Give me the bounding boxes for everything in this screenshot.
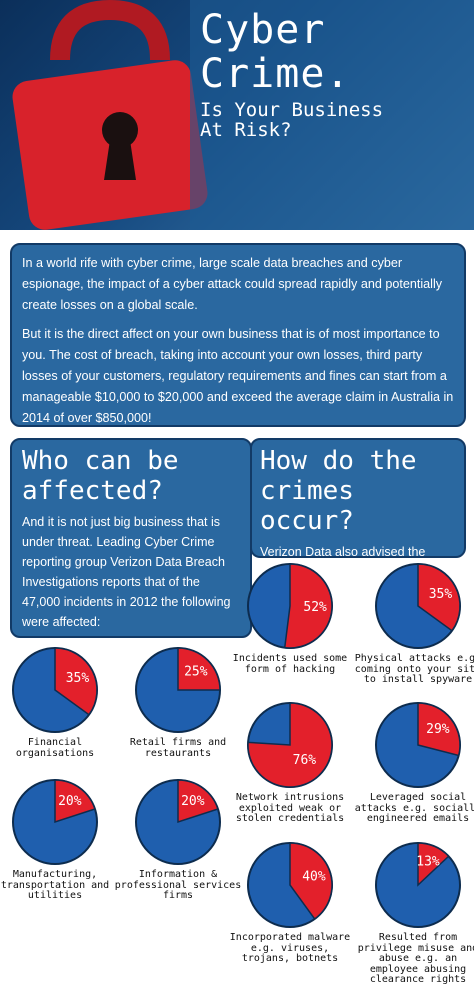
subtitle: Is Your Business At Risk? [200, 99, 384, 141]
pie-caption: Incidents used some form of hacking [232, 653, 348, 675]
heading: Who can be affected? [22, 446, 179, 506]
title-panel [190, 0, 474, 230]
how-box: How do the crimes occur? Verizon Data al… [250, 438, 466, 579]
pie-slice [417, 842, 450, 887]
header-art [12, 0, 474, 230]
pie-chart: 76% [247, 702, 333, 788]
pie-chart: 35% [375, 563, 461, 649]
pie-slice [54, 647, 98, 716]
pie-slice [54, 779, 96, 824]
pie-chart: 20% [135, 779, 221, 865]
value-label: 25% [184, 665, 208, 680]
keyhole [102, 112, 138, 148]
pie-chart: 29% [375, 702, 461, 788]
pie-slice [417, 563, 461, 632]
pie-chart: 52% [247, 563, 333, 649]
pie-caption: Financial organisations [15, 737, 95, 759]
pie-caption: Leveraged social attacks e.g. socially e… [354, 792, 474, 824]
value-label: 20% [181, 794, 205, 809]
pie-chart: 20% [12, 779, 98, 865]
value-label: 35% [66, 671, 90, 686]
pie-chart: 40% [247, 842, 333, 928]
body-text: And it is not just big business that is … [22, 515, 231, 629]
value-label: 13% [416, 854, 440, 869]
pie-caption: Retail firms and restaurants [129, 737, 227, 759]
pie-caption: Manufacturing, transportation and utilit… [0, 869, 110, 901]
value-label: 52% [303, 600, 327, 615]
pie-chart: 13% [375, 842, 461, 928]
paragraph: But it is the direct affect on your own … [22, 327, 454, 425]
pie-slice [247, 702, 333, 788]
pie-caption: Physical attacks e.g. coming onto your s… [354, 653, 474, 685]
pie-slice [283, 563, 333, 649]
intro-box: In a world rife with cyber crime, large … [10, 243, 466, 427]
pie-caption: Resulted from privilege misuse and abuse… [357, 932, 474, 985]
header: Cyber Crime. Is Your Business At Risk? [0, 0, 474, 230]
keyhole [104, 140, 136, 180]
value-label: 40% [302, 870, 326, 885]
value-label: 35% [429, 587, 453, 602]
pie-caption: Network intrusions exploited weak or sto… [235, 792, 345, 824]
pie-slice [177, 779, 219, 824]
pie-chart: 25% [135, 647, 221, 733]
title: Cyber Crime. [200, 7, 351, 97]
pie-chart: 35% [12, 647, 98, 733]
value-label: 20% [58, 794, 82, 809]
who-box: Who can be affected? And it is not just … [10, 438, 252, 638]
pie-slice [289, 842, 333, 921]
pie-slice [417, 702, 461, 757]
pie-caption: Information & professional services firm… [114, 869, 242, 901]
heading: How do the crimes occur? [260, 446, 417, 536]
pie-caption: Incorporated malware e.g. viruses, troja… [229, 932, 351, 964]
pie-slice [177, 647, 221, 691]
value-label: 29% [426, 722, 450, 737]
lock-shackle [50, 0, 170, 61]
paragraph: In a world rife with cyber crime, large … [22, 256, 443, 312]
value-label: 76% [293, 753, 317, 768]
